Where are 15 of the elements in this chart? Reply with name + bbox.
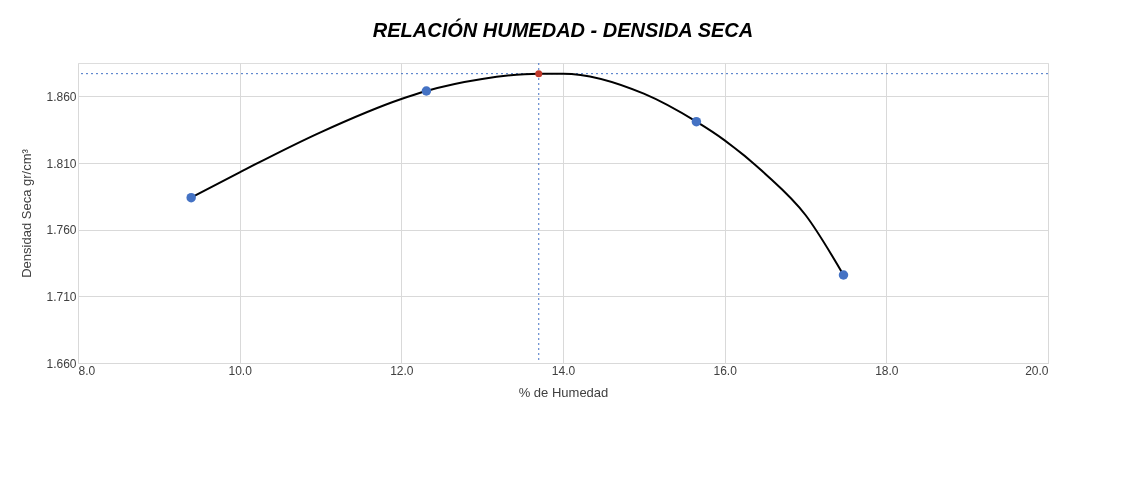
x-tick-label: 20.0 bbox=[1025, 363, 1049, 378]
y-axis-title: Densidad Seca gr/cm³ bbox=[19, 148, 35, 278]
y-tick-label: 1.710 bbox=[46, 289, 77, 304]
x-tick-label: 8.0 bbox=[78, 363, 96, 378]
y-tick-label: 1.660 bbox=[46, 356, 77, 371]
y-tick-label: 1.760 bbox=[46, 223, 77, 238]
x-tick-label: 18.0 bbox=[875, 363, 899, 378]
chart-title: RELACIÓN HUMEDAD - DENSIDA SECA bbox=[372, 17, 754, 41]
y-tick-label: 1.810 bbox=[46, 156, 77, 171]
x-axis-title: % de Humedad bbox=[518, 384, 609, 400]
x-tick-label: 16.0 bbox=[713, 363, 738, 378]
y-tick-label: 1.860 bbox=[46, 89, 77, 104]
x-tick-label: 14.0 bbox=[551, 363, 576, 378]
x-tick-label: 10.0 bbox=[228, 363, 253, 378]
x-tick-label: 12.0 bbox=[390, 363, 414, 378]
